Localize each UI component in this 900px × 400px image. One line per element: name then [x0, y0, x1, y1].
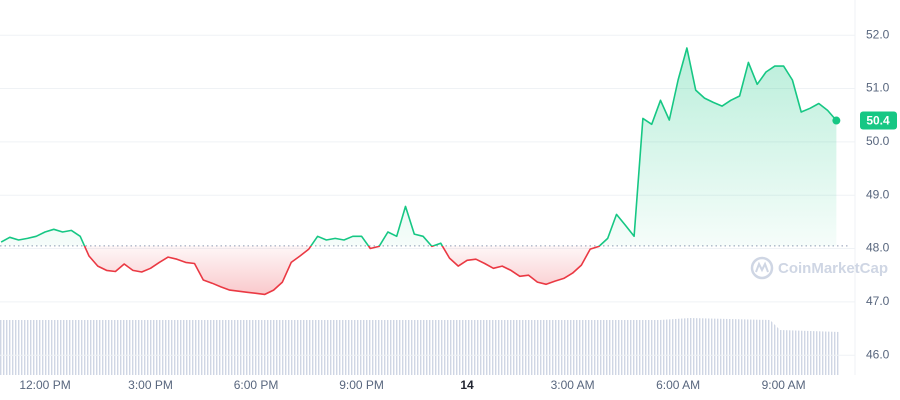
x-tick-label: 3:00 AM: [551, 378, 595, 392]
x-tick-label: 6:00 AM: [656, 378, 700, 392]
x-tick-label: 9:00 AM: [762, 378, 806, 392]
volume-bars: [0, 318, 840, 375]
x-tick-label: 14: [460, 378, 474, 392]
price-line: [0, 47, 838, 296]
y-tick-label: 49.0: [866, 187, 890, 201]
x-tick-label: 3:00 PM: [128, 378, 173, 392]
y-tick-label: 47.0: [866, 294, 890, 308]
y-tick-label: 52.0: [866, 27, 890, 41]
x-tick-label: 9:00 PM: [339, 378, 384, 392]
y-tick-label: 50.0: [866, 134, 890, 148]
y-tick-label: 51.0: [866, 81, 890, 95]
watermark-text: CoinMarketCap: [778, 260, 888, 277]
x-tick-label: 6:00 PM: [234, 378, 279, 392]
y-tick-label: 48.0: [866, 241, 890, 255]
x-tick-label: 12:00 PM: [19, 378, 70, 392]
last-point: [832, 116, 841, 125]
watermark: CoinMarketCap: [750, 256, 888, 280]
price-tag: [860, 111, 897, 130]
price-tag-label: 50.4: [866, 114, 890, 128]
area: [1, 48, 837, 295]
y-tick-label: 46.0: [866, 347, 890, 361]
